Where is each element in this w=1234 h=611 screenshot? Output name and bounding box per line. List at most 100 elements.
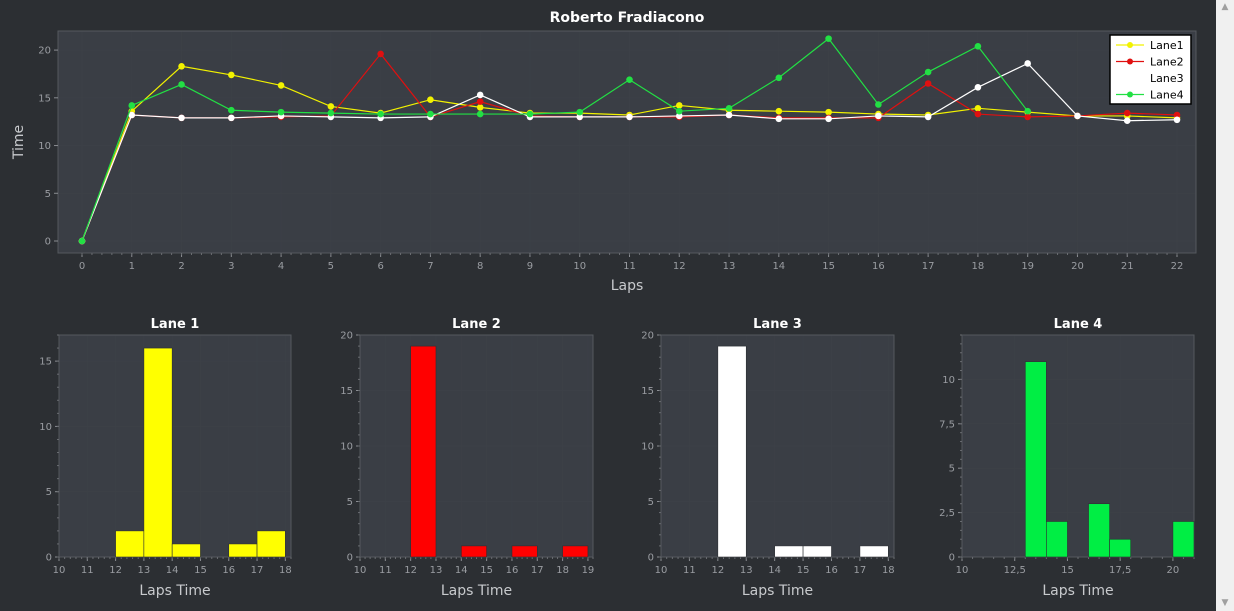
histogram-lane-1-x-tick-label: 14 — [166, 565, 179, 576]
line-chart-title: Roberto Fradiacono — [550, 10, 705, 26]
histogram-lane-1-x-tick-label: 11 — [81, 565, 94, 576]
histogram-lane-2-y-tick-label: 20 — [340, 331, 353, 342]
line-chart-x-tick-label: 2 — [178, 261, 184, 272]
series-point-lane1 — [775, 107, 783, 115]
line-chart-x-tick-label: 17 — [922, 261, 935, 272]
histogram-lane-3-title: Lane 3 — [753, 317, 802, 332]
line-chart-y-tick-label: 15 — [38, 93, 51, 104]
line-chart-x-tick-label: 20 — [1071, 261, 1084, 272]
histogram-lane-4-y-tick-label: 2,5 — [939, 508, 955, 519]
series-point-lane3 — [476, 91, 484, 99]
series-point-lane4 — [178, 81, 185, 88]
histogram-lane-4-y-tick-label: 7,5 — [939, 419, 955, 430]
histogram-lane-3-y-tick-label: 0 — [648, 553, 654, 564]
histogram-lane-2-x-tick-label: 19 — [582, 565, 595, 576]
histogram-lane-4-bar — [1024, 361, 1047, 558]
series-point-lane4 — [576, 108, 584, 116]
line-chart-plot-border — [57, 30, 1197, 254]
legend-label-lane3: Lane3 — [1150, 72, 1184, 85]
histogram-lane-4-bar — [1109, 538, 1132, 558]
series-point-lane1 — [476, 104, 484, 111]
series-point-lane2 — [1123, 109, 1131, 117]
series-point-lane4 — [228, 106, 235, 114]
histogram-lane-1-bar — [228, 543, 258, 558]
series-point-lane3 — [1024, 60, 1031, 67]
histogram-lane-3-x-tick-label: 17 — [854, 565, 867, 576]
line-chart-x-tick-label: 6 — [377, 261, 383, 272]
histogram-lane-2-bar — [461, 545, 487, 558]
histogram-lane-3-y-tick-label: 15 — [641, 386, 654, 397]
histogram-lane-4-y-tick-label: 0 — [949, 553, 955, 564]
line-chart-plot-area — [58, 31, 1196, 253]
histogram-lane-4-bar — [1088, 503, 1110, 558]
series-point-lane3 — [178, 114, 185, 122]
histogram-lane-1-title: Lane 1 — [151, 317, 200, 332]
vertical-scrollbar[interactable] — [1216, 0, 1234, 611]
line-chart-x-tick-label: 8 — [477, 261, 483, 272]
line-chart-x-axis-label: Laps — [611, 278, 644, 294]
histogram-lane-2-x-tick-label: 17 — [531, 565, 544, 576]
line-chart-x-tick-label: 11 — [623, 261, 636, 272]
histogram-lane-3-x-tick-label: 18 — [882, 565, 895, 576]
histogram-lane-3-y-tick-label: 5 — [648, 497, 654, 508]
series-point-lane1 — [277, 82, 285, 89]
series-point-lane4 — [476, 110, 484, 118]
histogram-lane-4-x-tick-label: 20 — [1167, 565, 1180, 576]
line-chart-x-tick-label: 13 — [723, 261, 736, 272]
series-point-lane3 — [725, 111, 733, 119]
histogram-lane-3-x-tick-label: 14 — [768, 565, 781, 576]
line-chart: 0 1 2 3 4 5 6 7 8 9 10 11 12 13 14 15 16 17 18 19 20 21 220510… — [11, 10, 1197, 294]
histogram-lane-4: 10 12,5 15 17,5 20 0 2,5 5 7,5 10 Lane 4 Laps Time — [939, 317, 1195, 599]
histogram-lane-4-plot-area — [962, 335, 1194, 557]
scroll-down-arrow-icon[interactable]: ▼ — [1221, 598, 1229, 608]
series-point-lane4 — [1024, 107, 1031, 115]
series-point-lane2 — [377, 50, 384, 58]
histogram-lane-2-y-tick-label: 0 — [347, 553, 353, 564]
histogram-lane-3: 10 11 12 13 14 15 16 17 18 0 5 10 15 20 Lane 3 Laps Tim… — [641, 317, 894, 599]
histogram-lane-2-x-tick-label: 11 — [379, 565, 392, 576]
histogram-lane-4-x-tick-label: 12,5 — [1004, 565, 1026, 576]
series-point-lane1 — [825, 108, 832, 116]
histogram-lane-3-x-tick-label: 13 — [740, 565, 753, 576]
histogram-lane-2-bar — [562, 545, 589, 558]
legend-label-lane2: Lane2 — [1150, 56, 1184, 69]
histogram-lane-4-x-tick-label: 15 — [1061, 565, 1074, 576]
line-chart-x-tick-label: 1 — [129, 261, 135, 272]
line-chart-y-axis-label: Time — [11, 125, 27, 160]
series-point-lane4 — [924, 68, 932, 76]
histogram-lane-3-x-tick-label: 15 — [797, 565, 810, 576]
histogram-lane-3-bar — [859, 545, 889, 558]
histogram-lane-1-y-tick-label: 10 — [39, 422, 52, 433]
line-chart-x-tick-label: 15 — [822, 261, 835, 272]
series-point-lane3 — [875, 112, 882, 120]
histogram-lane-4-x-tick-label: 10 — [956, 565, 969, 576]
histogram-lane-3-x-tick-label: 11 — [683, 565, 696, 576]
series-point-lane4 — [675, 107, 683, 115]
histogram-lane-2-title: Lane 2 — [452, 317, 501, 332]
series-line-lane4 — [81, 37, 1029, 242]
series-point-lane3 — [1173, 116, 1181, 124]
series-point-lane2 — [1024, 113, 1031, 121]
series-point-lane3 — [576, 113, 584, 121]
histogram-lane-2-y-tick-label: 15 — [340, 386, 353, 397]
series-point-lane1 — [974, 105, 982, 112]
histogram-lane-2-x-axis-label: Laps Time — [441, 583, 512, 599]
histogram-lane-2-x-tick-label: 15 — [480, 565, 493, 576]
series-point-lane4 — [825, 35, 832, 42]
series-point-lane3 — [924, 113, 932, 121]
histogram-lane-2-x-tick-label: 18 — [556, 565, 569, 576]
scroll-up-arrow-icon[interactable]: ▲ — [1221, 2, 1229, 12]
series-point-lane4 — [427, 110, 434, 118]
histogram-lane-1-plot-area — [59, 335, 291, 557]
legend-marker-lane3 — [1127, 75, 1133, 81]
line-chart-x-tick-label: 19 — [1021, 261, 1034, 272]
line-chart-x-tick-label: 18 — [972, 261, 985, 272]
line-chart-x-tick-label: 21 — [1121, 261, 1134, 272]
legend-marker-lane1 — [1127, 42, 1133, 48]
histogram-lane-4-bar — [1046, 521, 1068, 558]
series-point-lane2 — [476, 98, 484, 105]
histogram-lane-2-x-tick-label: 10 — [354, 565, 367, 576]
series-point-lane4 — [875, 101, 882, 108]
histogram-lane-3-bar — [717, 345, 747, 558]
